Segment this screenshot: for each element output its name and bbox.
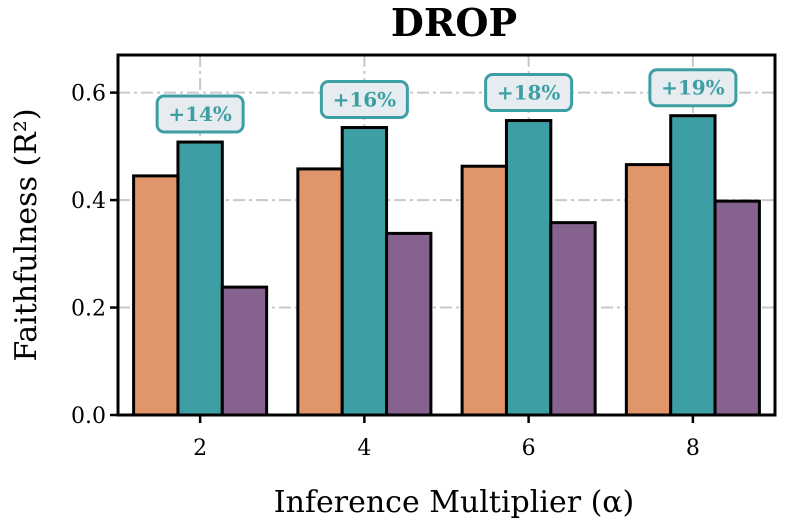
annotation-badge: [484, 73, 574, 113]
annotation-badge: [319, 80, 409, 120]
chart-title: DROP: [391, 0, 517, 45]
bar-series-1-4: [296, 167, 344, 417]
y-axis-ticks: 0.0 0.2 0.4 0.6: [71, 82, 118, 429]
x-axis-label: Inference Multiplier (α): [274, 485, 635, 520]
bar-series-3-2: [220, 285, 269, 417]
x-tick-label: 2: [193, 436, 207, 461]
bar-series-2-4: [340, 126, 389, 417]
plot-frame: [116, 53, 777, 417]
annotation-label: +19%: [661, 76, 725, 100]
annotation-label: +16%: [333, 88, 397, 112]
x-axis-ticks: 2 4 6 8: [193, 415, 700, 461]
bar-series-2-8: [669, 114, 717, 417]
y-tick-label: 0.4: [71, 189, 106, 214]
bar-series-3-6: [549, 221, 597, 417]
y-axis-label: Faithfulness (R²): [9, 108, 44, 361]
bar-series-3-8: [713, 199, 761, 417]
annotation-label: +18%: [497, 81, 561, 105]
bar-series-1-6: [460, 164, 508, 417]
annotation-badge: [155, 94, 245, 134]
annotations: +14% +16% +18% +19%: [155, 68, 738, 134]
bars: [132, 114, 761, 417]
x-tick-label: 4: [357, 436, 371, 461]
y-tick-label: 0.2: [71, 297, 106, 322]
x-tick-label: 6: [522, 436, 536, 461]
bar-series-2-2: [176, 140, 224, 417]
bar-series-1-2: [132, 174, 180, 417]
annotation-label: +14%: [168, 102, 232, 126]
bar-series-1-8: [624, 163, 673, 417]
x-tick-label: 8: [686, 436, 700, 461]
bar-series-2-6: [504, 119, 553, 417]
y-tick-label: 0.6: [71, 82, 106, 107]
annotation-badge: [648, 68, 738, 108]
y-tick-label: 0.0: [71, 404, 106, 429]
bar-series-3-4: [385, 231, 433, 417]
